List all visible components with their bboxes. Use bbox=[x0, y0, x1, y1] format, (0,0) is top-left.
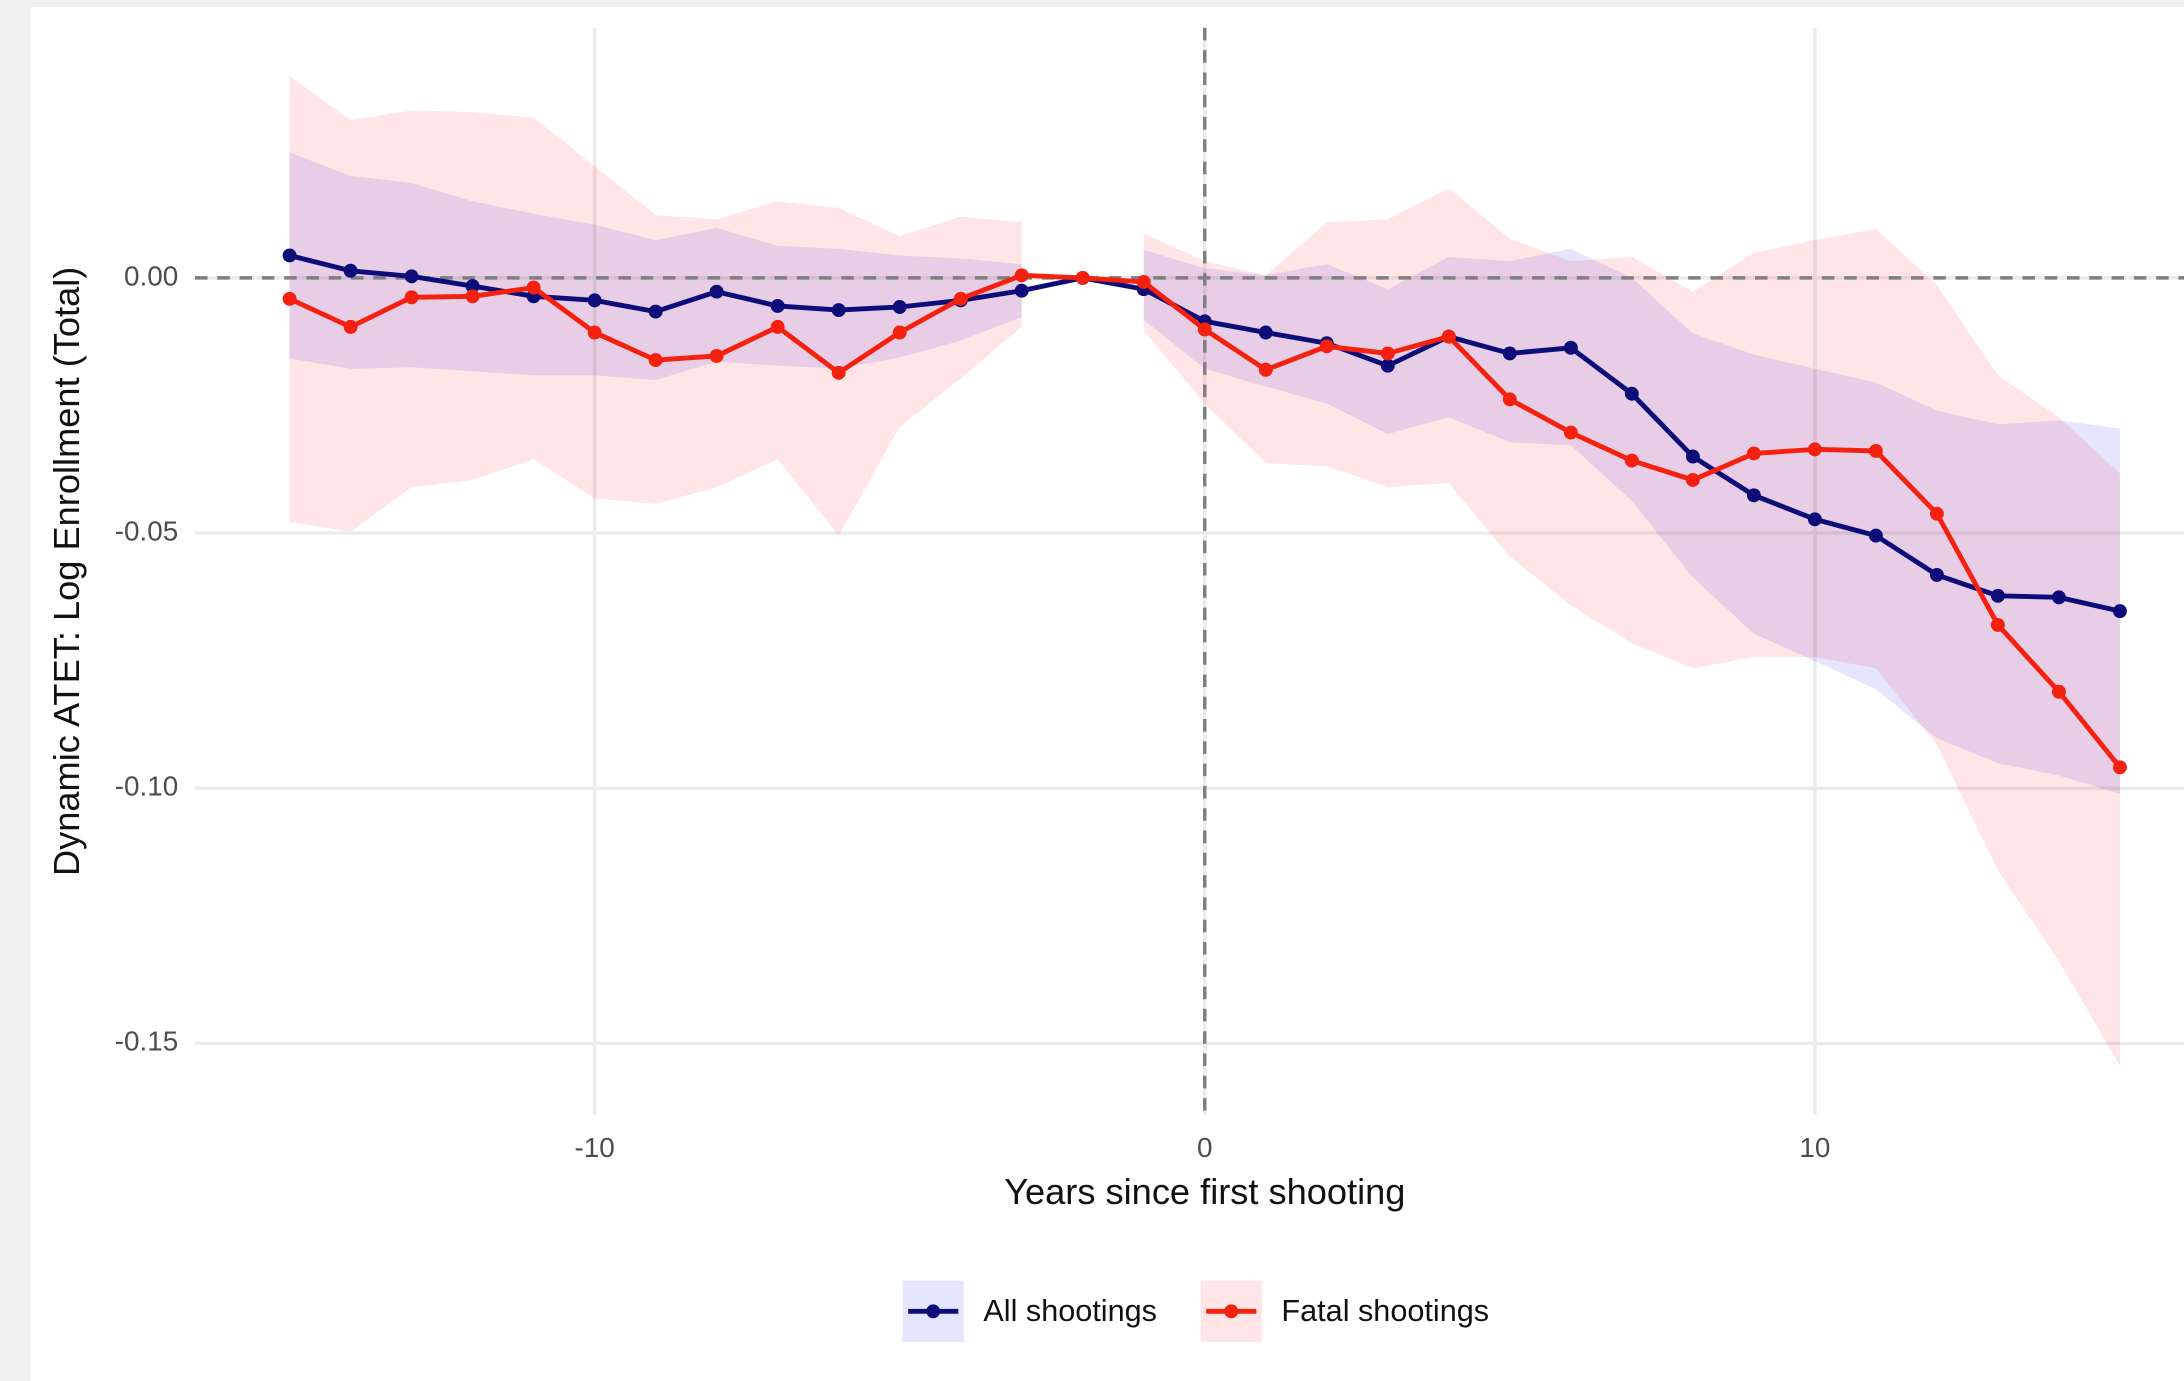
data-point bbox=[1685, 449, 1700, 464]
x-tick-label: 0 bbox=[1197, 1132, 1212, 1163]
x-tick-label: 10 bbox=[1799, 1132, 1830, 1163]
data-point bbox=[404, 269, 419, 284]
data-point bbox=[1624, 386, 1639, 401]
data-point bbox=[343, 263, 358, 278]
data-point bbox=[1258, 325, 1273, 340]
y-tick-label: -0.05 bbox=[115, 515, 178, 546]
data-point bbox=[1441, 329, 1456, 344]
data-point bbox=[1319, 339, 1334, 354]
data-point bbox=[587, 325, 602, 340]
data-point bbox=[648, 353, 663, 368]
data-point bbox=[526, 280, 541, 295]
data-point bbox=[1990, 588, 2005, 603]
data-point bbox=[831, 303, 846, 318]
data-point bbox=[282, 291, 297, 306]
data-point bbox=[953, 291, 968, 306]
legend-key-dot bbox=[1224, 1304, 1239, 1319]
data-point bbox=[587, 293, 602, 308]
data-point bbox=[1929, 506, 1944, 521]
data-point bbox=[1807, 442, 1822, 457]
data-point bbox=[1685, 473, 1700, 487]
data-point bbox=[465, 279, 480, 294]
data-point bbox=[404, 290, 419, 305]
background bbox=[30, 6, 2184, 1381]
data-point bbox=[2112, 760, 2127, 775]
data-point bbox=[1136, 275, 1151, 289]
data-point bbox=[770, 319, 785, 334]
legend-label: All shootings bbox=[983, 1294, 1157, 1328]
data-point bbox=[1807, 512, 1822, 527]
y-tick-label: 0.00 bbox=[124, 260, 178, 291]
data-point bbox=[770, 299, 785, 313]
data-point bbox=[2112, 604, 2127, 619]
data-point bbox=[1990, 617, 2005, 632]
y-tick-label: -0.10 bbox=[115, 771, 178, 802]
data-point bbox=[1380, 358, 1395, 373]
data-point bbox=[1014, 283, 1029, 298]
x-tick-label: -10 bbox=[575, 1132, 615, 1163]
data-point bbox=[1746, 488, 1761, 503]
data-point bbox=[1868, 443, 1883, 458]
data-point bbox=[892, 325, 907, 340]
data-point bbox=[2051, 590, 2066, 605]
data-point bbox=[1258, 362, 1273, 377]
plot-root: Years since first shooting Dynamic ATET:… bbox=[30, 6, 2184, 1381]
data-point bbox=[709, 349, 724, 363]
data-point bbox=[343, 319, 358, 334]
data-point bbox=[1624, 453, 1639, 468]
data-point bbox=[2051, 684, 2066, 699]
data-point bbox=[892, 300, 907, 314]
data-point bbox=[1197, 322, 1212, 337]
data-point bbox=[1868, 528, 1883, 543]
x-axis-label: Years since first shooting bbox=[1004, 1171, 1405, 1212]
data-point bbox=[1380, 346, 1395, 361]
data-point bbox=[1502, 392, 1517, 407]
data-point bbox=[1563, 425, 1578, 440]
data-point bbox=[648, 304, 663, 319]
data-point bbox=[1014, 268, 1029, 283]
data-point bbox=[465, 289, 480, 304]
data-point bbox=[1502, 346, 1517, 361]
confidence-band bbox=[1143, 248, 2120, 794]
confidence-band bbox=[289, 152, 1022, 380]
y-tick-label: -0.15 bbox=[115, 1026, 178, 1057]
legend-key-dot bbox=[926, 1304, 941, 1319]
data-point bbox=[1929, 567, 1944, 582]
data-point bbox=[1075, 270, 1090, 285]
data-point bbox=[282, 248, 297, 263]
data-point bbox=[1563, 340, 1578, 355]
legend-label: Fatal shootings bbox=[1281, 1294, 1489, 1328]
data-point bbox=[709, 284, 724, 299]
y-axis-label: Dynamic ATET: Log Enrollment (Total) bbox=[46, 267, 87, 876]
confidence-band bbox=[1143, 188, 2120, 1066]
data-point bbox=[1746, 446, 1761, 461]
data-point bbox=[831, 365, 846, 380]
